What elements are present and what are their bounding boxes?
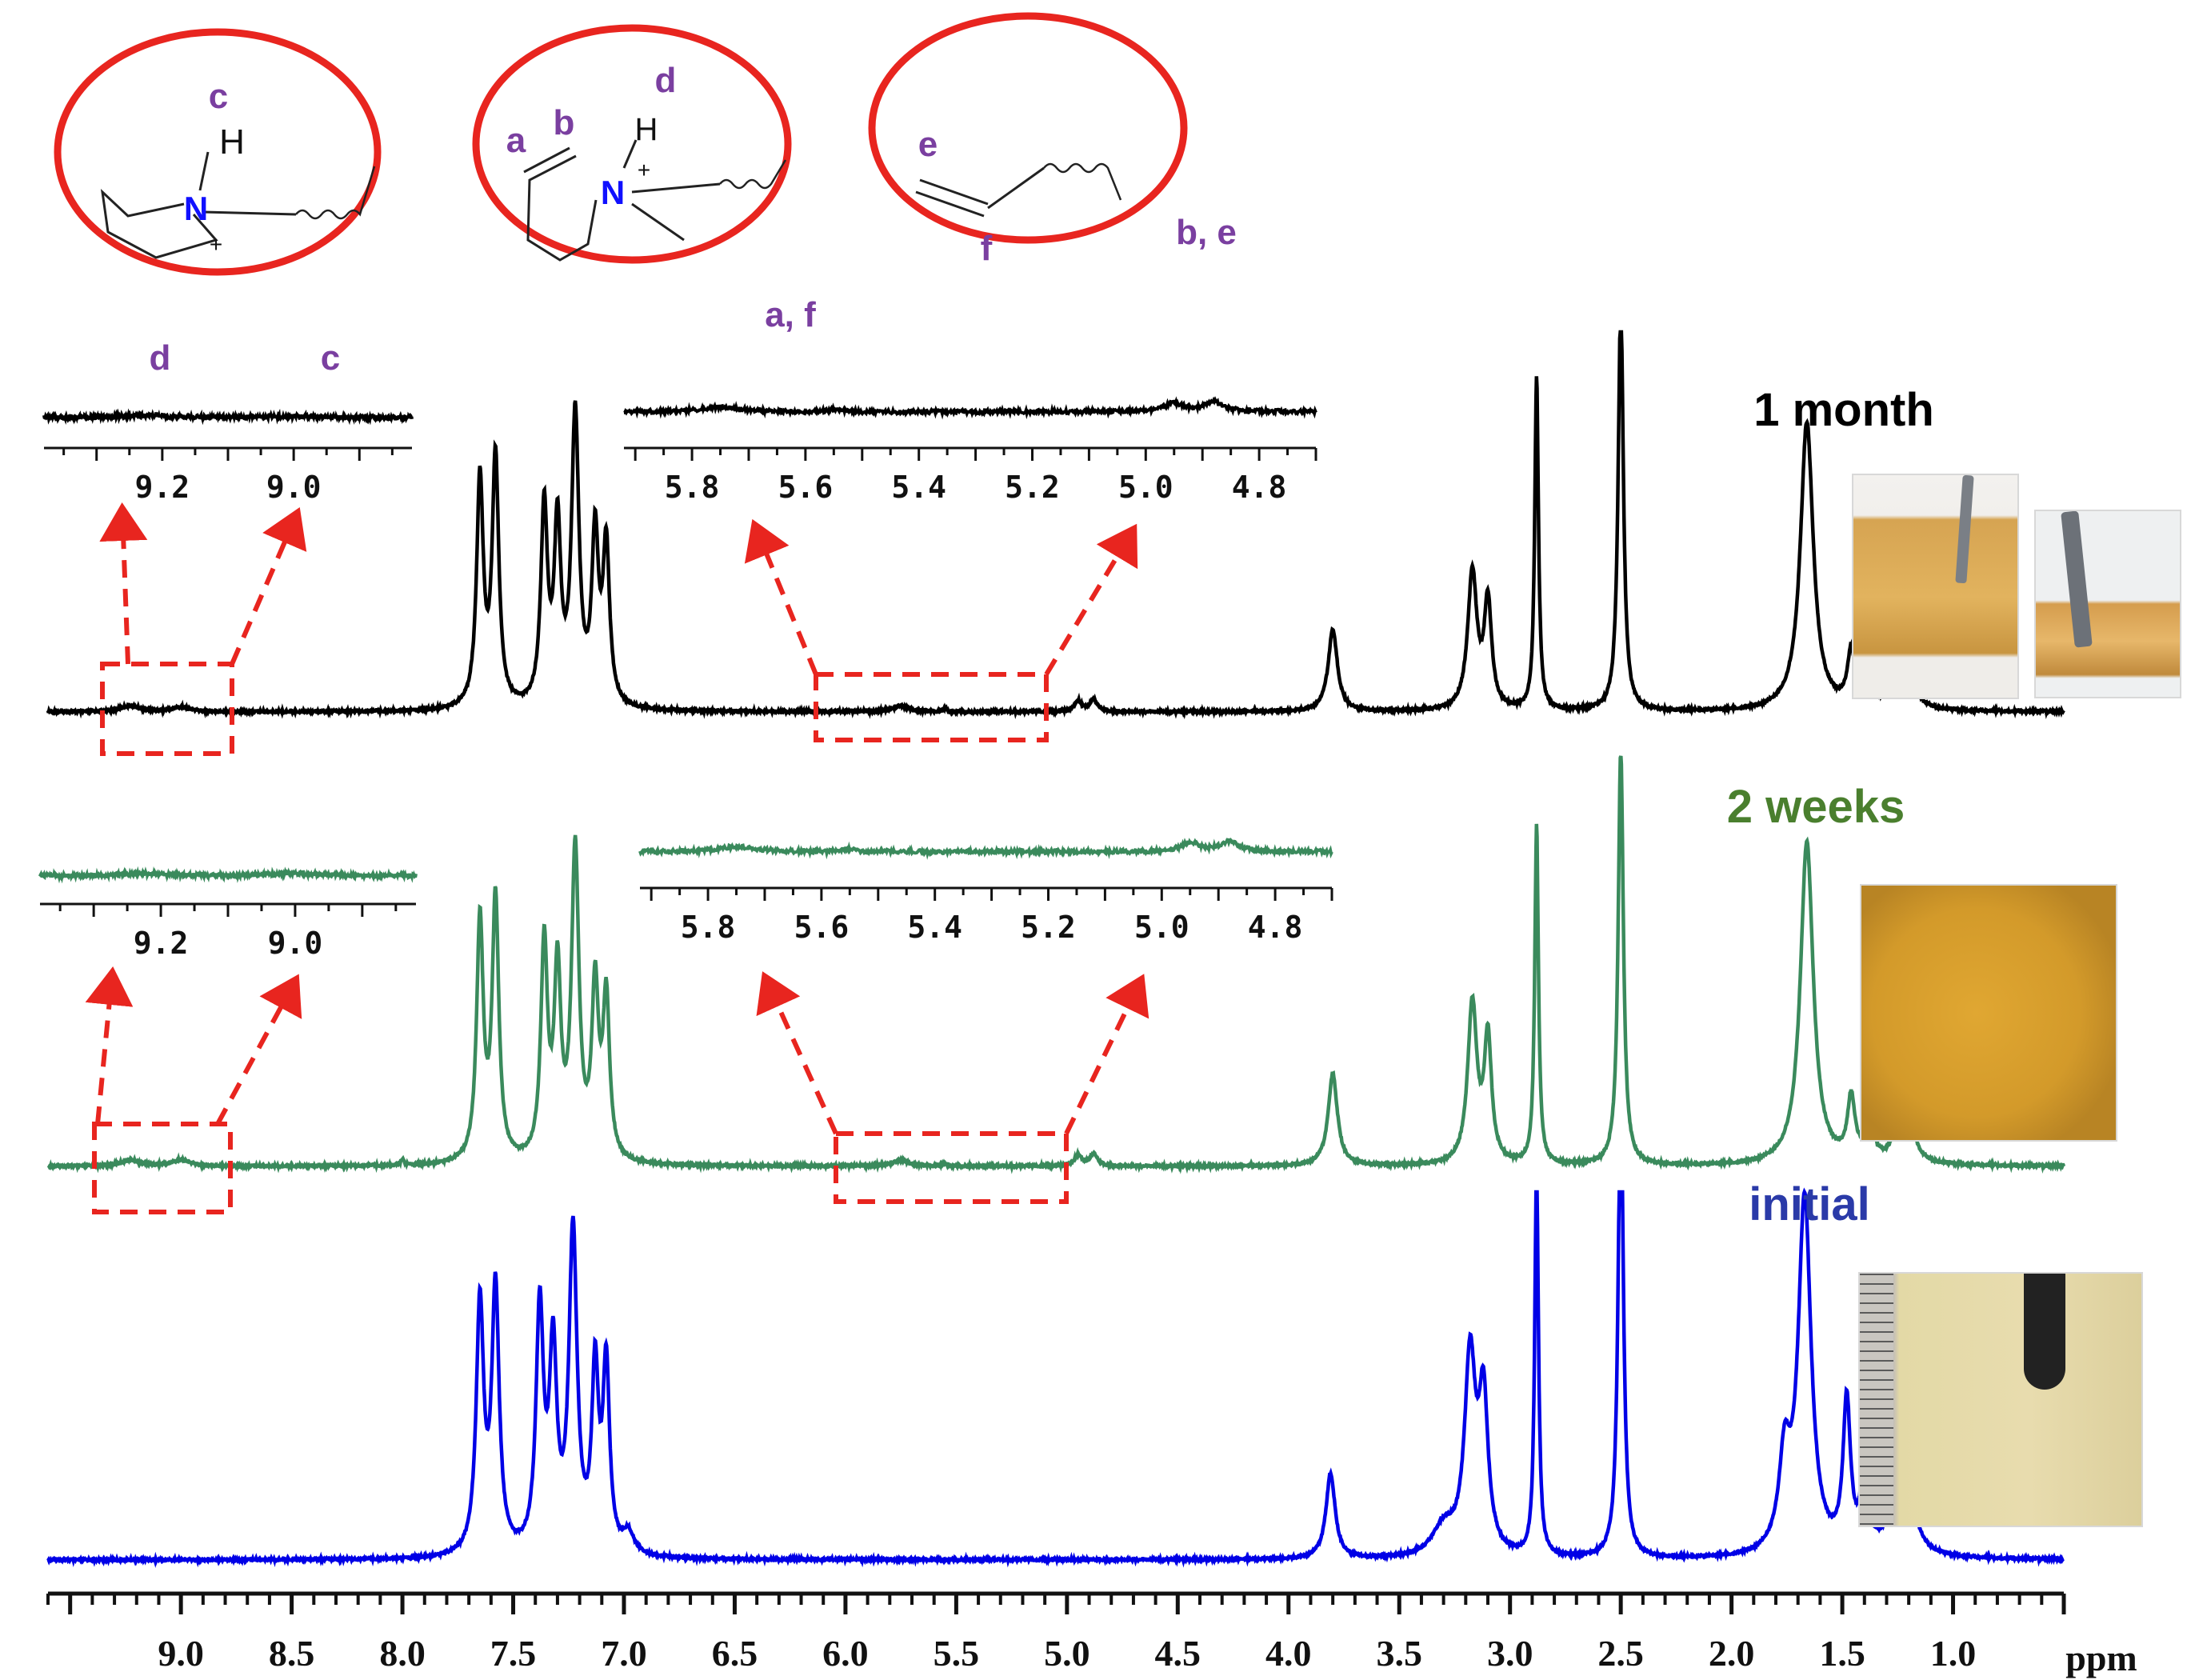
inset-spectrum-line (638, 838, 1333, 860)
structure-label-e: e (918, 125, 938, 164)
x-tick-label: 7.0 (601, 1633, 647, 1674)
inset-tick-label: 9.2 (134, 926, 189, 961)
atom-h: H (635, 112, 658, 147)
x-tick-label: 6.0 (822, 1633, 869, 1674)
inset-tick-label: 5.4 (891, 470, 946, 505)
zoom-box-1m-left (100, 662, 234, 756)
x-tick-label: 6.5 (712, 1633, 758, 1674)
photo-initial (1858, 1272, 2143, 1527)
charge-plus: + (210, 232, 222, 257)
inset-tick-label: 9.0 (266, 470, 322, 505)
x-tick-label: 3.0 (1487, 1633, 1533, 1674)
zoom-box-1m-mid (814, 672, 1049, 742)
structure-allyl-ammonium: a b d H N + (472, 24, 792, 264)
inset-tick-label: 5.4 (907, 910, 962, 945)
zoom-arrow (99, 502, 148, 665)
inset-tick-label: 4.8 (1248, 910, 1303, 945)
inset-tick-label: 5.0 (1134, 910, 1189, 945)
structure-label-b: b (554, 103, 575, 142)
inset-spectrum-line (42, 408, 414, 426)
spectrum-line-2-weeks (46, 755, 2066, 1174)
x-tick-label: 2.0 (1709, 1633, 1755, 1674)
zoom-annotations (85, 502, 1149, 1214)
zoom-arrow (230, 506, 307, 666)
tweezers-icon (2024, 1274, 2065, 1390)
x-tick-label: 4.5 (1155, 1633, 1201, 1674)
inset-spectrum-line (38, 866, 418, 884)
structure-label-c: c (209, 77, 228, 116)
structure-piperidinium: c H N + (54, 28, 382, 276)
photo-1-month-bent (2034, 510, 2181, 698)
inset-tick-label: 9.0 (268, 926, 323, 961)
inset-tick-label: 5.8 (681, 910, 736, 945)
zoom-arrow (1044, 523, 1138, 676)
inset-label-af: a, f (765, 295, 816, 334)
x-tick-label: 1.5 (1819, 1633, 1865, 1674)
x-tick-label: 1.0 (1930, 1633, 1977, 1674)
tweezers-icon (1955, 475, 1974, 584)
inset-tick-label: 4.8 (1232, 470, 1287, 505)
structure-label-a: a (506, 121, 526, 160)
photo-2-weeks (1860, 884, 2117, 1142)
zoom-arrow (215, 974, 302, 1126)
tweezers-icon (2061, 511, 2093, 648)
inset-tick-label: 5.2 (1021, 910, 1076, 945)
inset-tick-label: 5.2 (1005, 470, 1060, 505)
main-spectra (46, 330, 2066, 1569)
atom-n: N (184, 190, 208, 227)
x-tick-label: 8.5 (269, 1633, 315, 1674)
inset-tick-label: 5.6 (794, 910, 850, 945)
photo-1-month-flat (1852, 474, 2019, 699)
structure-label-d: d (655, 61, 677, 100)
zoom-box-2w-left (92, 1122, 233, 1214)
inset-tick-label: 5.0 (1118, 470, 1173, 505)
x-tick-label: 2.5 (1597, 1633, 1644, 1674)
x-tick-label: 5.5 (934, 1633, 980, 1674)
zoom-box-2w-mid (834, 1131, 1069, 1204)
inset-tick-label: 9.2 (135, 470, 190, 505)
spectrum-line-initial (46, 1187, 2065, 1569)
x-axis-label: ppm (2065, 1638, 2137, 1678)
series-label-2-weeks: 2 weeks (1727, 781, 1905, 833)
inset-tick-label: 5.6 (778, 470, 834, 505)
spectrum-line-1-month (46, 330, 2065, 720)
x-tick-label: 8.0 (379, 1633, 426, 1674)
insets: 9.2 9.0 5.8 5.6 5.4 5.2 5.0 4.8 9.2 9.0 5.8 5.6 5.4 5… (38, 396, 1333, 961)
structure-label-f: f (981, 229, 993, 268)
x-tick-label: 4.0 (1265, 1633, 1312, 1674)
atom-n: N (601, 174, 625, 211)
zoom-arrow (1064, 974, 1149, 1135)
x-tick-label: 7.5 (490, 1633, 537, 1674)
series-label-1-month: 1 month (1753, 384, 1934, 436)
x-axis: 9.0 8.5 8.0 7.5 7.0 6.5 6.0 5.5 5.0 4.5 4.0 3.5 3.0 2… (46, 1591, 2066, 1674)
series-label-initial: initial (1749, 1178, 1869, 1230)
zoom-arrow (756, 971, 838, 1135)
inset-spectrum-line (623, 396, 1317, 420)
atom-h: H (219, 122, 245, 162)
x-tick-label: 3.5 (1376, 1633, 1422, 1674)
inset-label-be: b, e (1176, 213, 1237, 252)
zoom-arrow (85, 966, 134, 1125)
inset-tick-label: 5.8 (665, 470, 720, 505)
zoom-arrow (744, 518, 818, 676)
inset-label-d: d (150, 338, 171, 378)
charge-plus: + (638, 158, 650, 182)
x-tick-label: 9.0 (158, 1633, 204, 1674)
x-tick-label: 5.0 (1044, 1633, 1090, 1674)
structure-allyl: e f (868, 12, 1188, 268)
inset-label-c: c (321, 338, 340, 378)
ruler-icon (1860, 1274, 1893, 1526)
